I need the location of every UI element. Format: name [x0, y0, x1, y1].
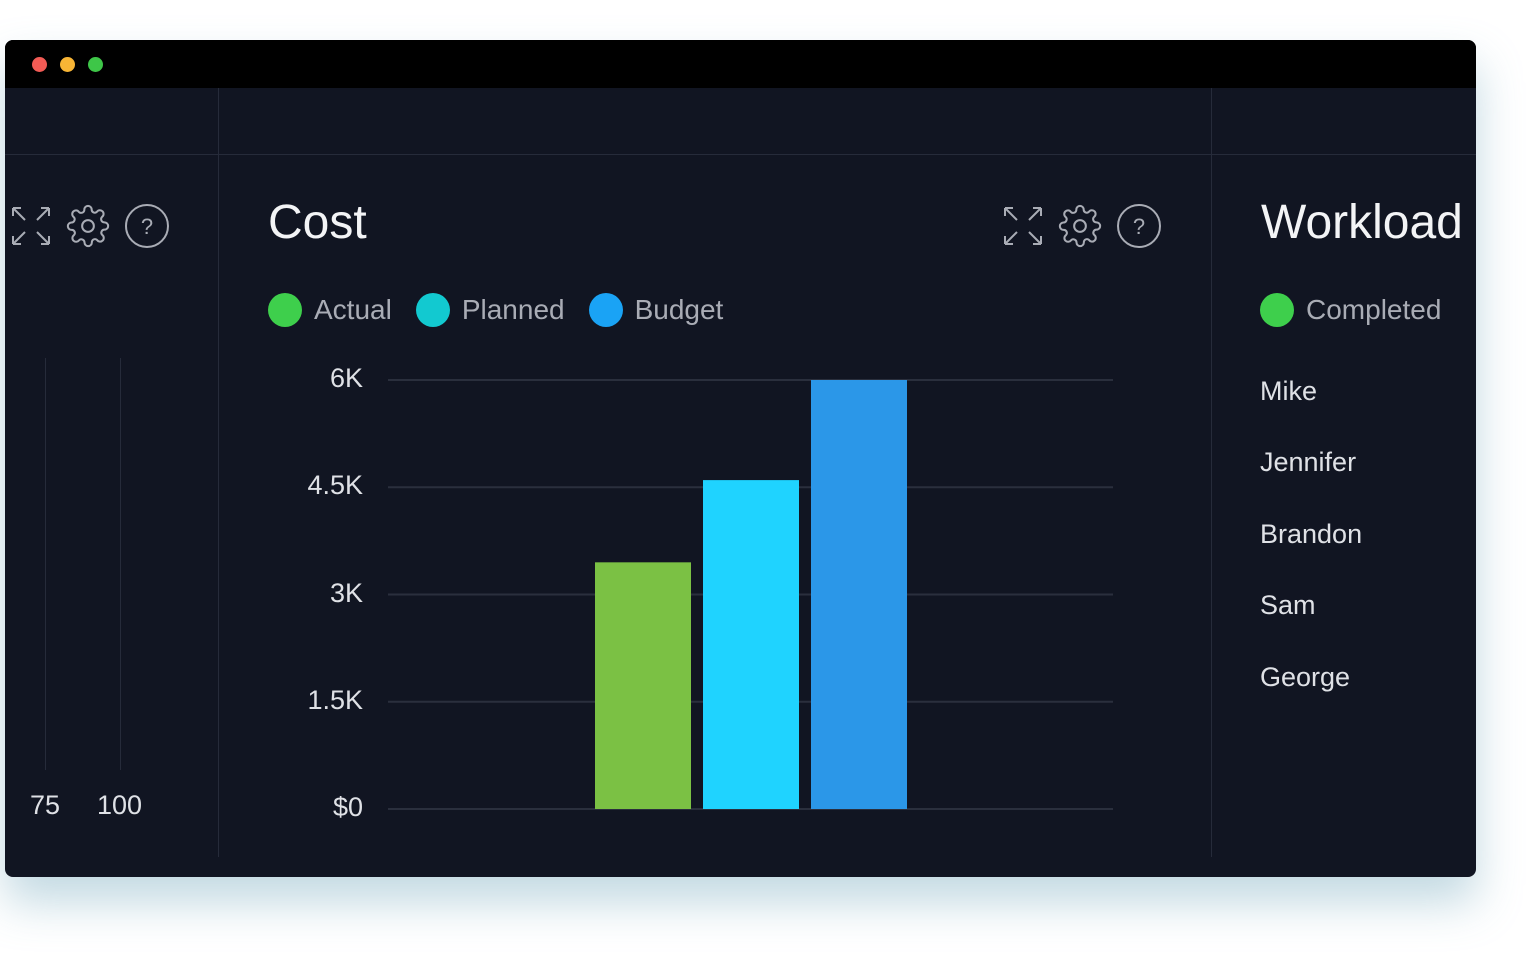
- legend-label: Actual: [314, 294, 392, 325]
- y-tick-label: 1.5K: [307, 684, 363, 715]
- legend-label: Planned: [461, 294, 565, 325]
- y-tick-label: 3K: [329, 577, 363, 608]
- cost-chart: [388, 379, 1113, 810]
- y-tick-label: 4.5K: [307, 470, 363, 501]
- expand-icon[interactable]: [1002, 205, 1044, 247]
- legend-item-planned[interactable]: Planned: [415, 293, 565, 327]
- legend-swatch: [588, 293, 623, 327]
- gear-icon[interactable]: [66, 204, 110, 248]
- y-tick-label: 6K: [329, 363, 363, 393]
- legend-item-budget[interactable]: Budget: [588, 293, 724, 327]
- divider: [218, 88, 219, 857]
- axis-tick-label: 100: [97, 790, 143, 820]
- grid-line: [45, 358, 46, 770]
- legend-swatch: [415, 293, 450, 327]
- legend-label: Budget: [634, 294, 724, 325]
- y-tick-label: $0: [332, 792, 363, 822]
- title-bar: [5, 40, 1476, 88]
- divider: [1211, 88, 1212, 857]
- maximize-window-button[interactable]: [88, 57, 103, 72]
- minimize-window-button[interactable]: [60, 57, 75, 72]
- bar-actual[interactable]: [595, 562, 691, 809]
- help-icon[interactable]: ?: [1116, 203, 1162, 249]
- svg-text:?: ?: [141, 214, 153, 239]
- svg-text:?: ?: [1133, 214, 1145, 239]
- person-name: Jennifer: [1260, 447, 1357, 477]
- axis-tick-label: 75: [30, 790, 61, 820]
- person-name: George: [1260, 662, 1351, 692]
- help-icon[interactable]: ?: [124, 203, 170, 249]
- app-window: ? 75 100 Cost ? Actual Planned Budget Wo…: [5, 40, 1476, 877]
- person-name: Mike: [1260, 376, 1318, 406]
- cost-legend: Actual Planned Budget: [268, 293, 747, 327]
- divider: [5, 154, 1476, 155]
- person-name: Sam: [1260, 590, 1316, 620]
- grid-line: [120, 358, 121, 770]
- close-window-button[interactable]: [32, 57, 47, 72]
- legend-swatch: [268, 293, 302, 327]
- person-name: Brandon: [1260, 519, 1363, 549]
- legend-swatch: [1260, 293, 1294, 327]
- legend-label: Completed: [1306, 294, 1442, 325]
- workload-title: Workload: [1261, 196, 1463, 249]
- cost-title: Cost: [268, 196, 367, 249]
- gear-icon[interactable]: [1058, 204, 1102, 248]
- bar-planned[interactable]: [703, 480, 799, 809]
- legend-item-actual[interactable]: Actual: [268, 293, 392, 327]
- expand-icon[interactable]: [10, 205, 52, 247]
- bar-budget[interactable]: [811, 380, 907, 809]
- workload-legend: Completed: [1260, 293, 1465, 327]
- legend-item-completed[interactable]: Completed: [1260, 293, 1441, 327]
